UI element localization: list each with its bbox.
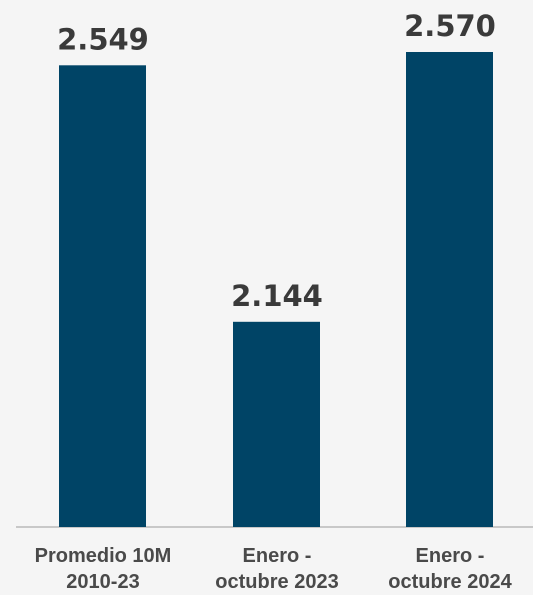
category-label-1-line-0: Enero -	[243, 545, 312, 567]
value-label-2: 2.570	[404, 9, 496, 43]
category-label-2: Enero - octubre 2024	[388, 545, 512, 593]
category-label-0-line-1: 2010-23	[66, 571, 139, 593]
labels-layer: 2.549 Promedio 10M 2010-23 2.144 Enero - octu…	[35, 9, 513, 593]
category-label-1: Enero - octubre 2023	[215, 545, 338, 593]
category-label-2-line-1: octubre 2024	[388, 571, 512, 593]
bar-1	[233, 321, 320, 527]
value-label-1: 2.144	[231, 279, 323, 313]
category-label-1-line-1: octubre 2023	[215, 571, 338, 593]
value-label-0: 2.549	[57, 22, 149, 56]
category-label-0: Promedio 10M 2010-23	[35, 545, 172, 593]
bars-layer	[59, 52, 493, 528]
category-label-2-line-0: Enero -	[416, 545, 485, 567]
category-label-0-line-0: Promedio 10M	[35, 545, 172, 567]
bar-2	[406, 52, 493, 527]
bar-0	[59, 65, 146, 528]
